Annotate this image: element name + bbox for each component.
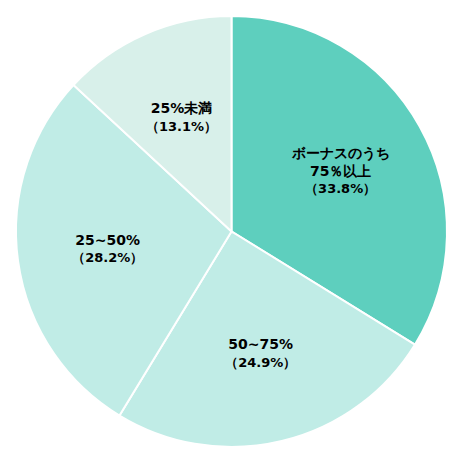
pie-slice xyxy=(73,16,231,232)
data-label: （24.9%） xyxy=(225,355,296,370)
category-label: 25%未満 xyxy=(151,100,213,116)
category-label-line: 25~50% xyxy=(75,232,140,248)
chart: ボーナスのうち75％以上 （33.8%） 50~75% （24.9%） 25~50% （2… xyxy=(0,0,463,463)
category-label-line: 50~75% xyxy=(228,336,293,352)
data-label: （33.8%） xyxy=(305,181,376,196)
category-label-line: 75％以上 xyxy=(310,162,371,178)
category-label: ボーナスのうち75％以上 xyxy=(291,144,390,178)
labels: ボーナスのうち75％以上 （33.8%） 50~75% （24.9%） 25~50% （2… xyxy=(72,100,390,370)
category-label: 25~50% xyxy=(75,232,140,248)
slices xyxy=(16,16,447,447)
plot: ボーナスのうち75％以上 （33.8%） 50~75% （24.9%） 25~50% （2… xyxy=(16,16,447,447)
data-label: （13.1%） xyxy=(146,118,217,133)
data-label: （28.2%） xyxy=(72,250,143,265)
category-label: 50~75% xyxy=(228,336,293,352)
category-label-line: 25%未満 xyxy=(151,100,213,116)
category-label-line: ボーナスのうち xyxy=(291,144,390,161)
